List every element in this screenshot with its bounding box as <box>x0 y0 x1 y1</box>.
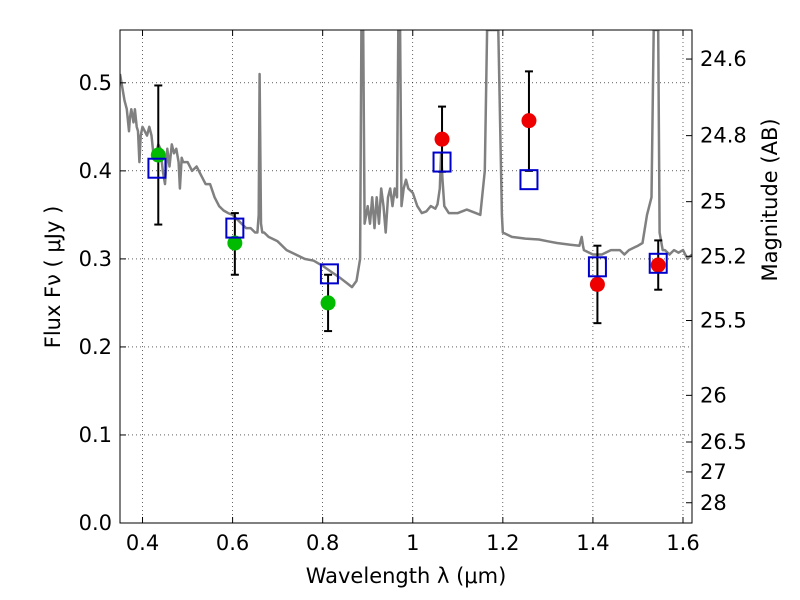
y-axis-label-right: Magnitude (AB) <box>758 118 782 281</box>
data-point-square <box>648 252 668 274</box>
x-tick-label: 0.8 <box>306 531 339 555</box>
x-axis-label: Wavelength λ (μm) <box>306 564 507 588</box>
right-axis-ticks: 24.6 24.8 25 25.2 25.5 26 26.5 27 28 <box>686 47 747 515</box>
x-tick-label: 1.4 <box>576 531 609 555</box>
y-tick-label: 0.4 <box>79 159 112 183</box>
data-point-circle <box>434 131 450 147</box>
right-tick-label: 24.6 <box>700 47 747 71</box>
y-tick-label: 0.0 <box>79 511 112 535</box>
data-point-circle <box>521 113 537 129</box>
x-tick-label: 0.4 <box>126 531 159 555</box>
x-tick-label: 1.2 <box>486 531 519 555</box>
spectrum-line <box>120 30 692 289</box>
model-spectrum <box>120 30 692 289</box>
data-point-square <box>225 217 245 239</box>
plot-frame <box>119 29 693 524</box>
photometry-points <box>147 113 668 311</box>
right-tick-label: 26 <box>700 383 727 407</box>
y-axis-ticks: 0.0 0.1 0.2 0.3 0.4 0.5 <box>79 71 126 535</box>
right-tick-label: 25.5 <box>700 309 747 333</box>
right-tick-label: 24.8 <box>700 124 747 148</box>
data-point-circle <box>227 235 243 251</box>
data-point-circle <box>650 257 666 273</box>
data-point-circle <box>150 147 166 163</box>
x-tick-label: 1 <box>406 531 419 555</box>
right-tick-label: 25 <box>700 190 727 214</box>
data-point-square <box>519 169 539 191</box>
data-point-square <box>432 151 452 173</box>
data-point-square <box>147 157 167 179</box>
data-point-circle <box>320 295 336 311</box>
right-tick-label: 25.2 <box>700 244 747 268</box>
data-point-circle <box>589 276 605 292</box>
x-tick-label: 0.6 <box>216 531 249 555</box>
right-tick-label: 28 <box>700 491 727 515</box>
data-point-square <box>319 263 339 285</box>
y-tick-label: 0.3 <box>79 247 112 271</box>
right-tick-label: 27 <box>700 460 727 484</box>
data-point-square <box>587 256 607 278</box>
y-tick-label: 0.1 <box>79 423 112 447</box>
y-axis-label-left: Flux Fν ( μJy ) <box>41 206 65 349</box>
x-axis-ticks: 0.4 0.6 0.8 1 1.2 1.4 1.6 <box>126 30 700 555</box>
y-tick-label: 0.5 <box>79 71 112 95</box>
x-tick-label: 1.6 <box>666 531 699 555</box>
right-tick-label: 26.5 <box>700 430 747 454</box>
y-tick-label: 0.2 <box>79 335 112 359</box>
